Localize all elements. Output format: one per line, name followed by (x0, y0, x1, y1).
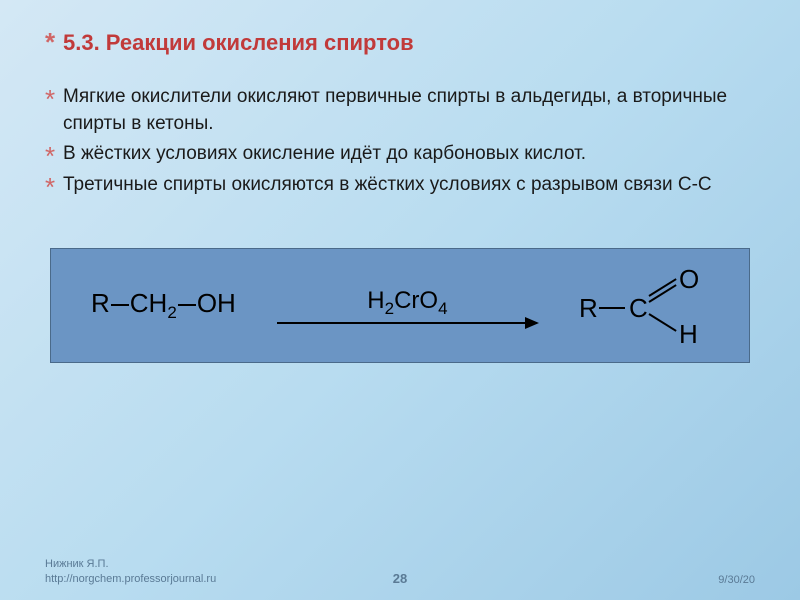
bullet-item: Мягкие окислители окисляют первичные спи… (45, 84, 755, 137)
footer-date: 9/30/20 (718, 574, 755, 586)
reactant-formula: R CH2 OH (91, 288, 236, 323)
product-r: R (579, 293, 598, 324)
arrow-line (277, 322, 537, 324)
reagent-cro: CrO (394, 287, 438, 314)
reagent-sub4: 4 (438, 299, 447, 318)
slide-container: 5.3. Реакции окисления спиртов Мягкие ок… (0, 0, 800, 600)
bond-line (178, 304, 196, 306)
bullet-item: Третичные спирты окисляются в жёстких ус… (45, 172, 755, 199)
product-o: O (679, 264, 699, 295)
bullet-item: В жёстких условиях окисление идёт до кар… (45, 141, 755, 168)
slide-title: 5.3. Реакции окисления спиртов (45, 30, 755, 56)
footer-author-block: Нижник Я.П. http://norgchem.professorjou… (45, 557, 216, 586)
reaction-diagram: RCH2OH H2CrO4 R C O H (50, 248, 750, 363)
bond-line (599, 307, 625, 309)
product-c: C (629, 293, 648, 324)
reaction-arrow: H2CrO4 (277, 287, 537, 324)
footer-page: 28 (393, 571, 407, 586)
bond-line (111, 304, 129, 306)
reactant-oh: OH (197, 288, 236, 318)
footer-url: http://norgchem.professorjournal.ru (45, 572, 216, 586)
bullet-list: Мягкие окислители окисляют первичные спи… (45, 84, 755, 198)
bond-line (648, 313, 676, 332)
reagent-sub2: 2 (385, 299, 394, 318)
reactant-ch: CH (130, 288, 168, 318)
product-h: H (679, 319, 698, 350)
slide-footer: Нижник Я.П. http://norgchem.professorjou… (45, 557, 755, 586)
product-formula: R C O H (579, 261, 709, 351)
reagent-formula: H2CrO4 (367, 287, 447, 319)
footer-author: Нижник Я.П. (45, 557, 216, 571)
reagent-h: H (367, 287, 384, 314)
reactant-sub: 2 (167, 303, 176, 322)
reactant-r: R (91, 288, 110, 318)
